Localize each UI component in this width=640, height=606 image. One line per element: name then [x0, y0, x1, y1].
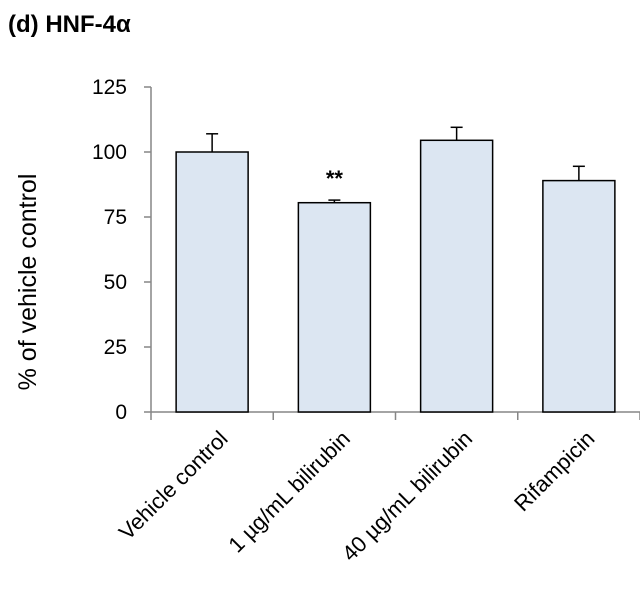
bar	[419, 139, 494, 413]
x-tick-label: Vehicle control	[114, 426, 233, 545]
x-tick-label: Rifampicin	[509, 426, 599, 516]
y-tick-label: 25	[104, 336, 127, 359]
chart-title: (d) HNF-4α	[8, 11, 131, 38]
x-tick-label: 1 µg/mL bilirubin	[223, 426, 355, 558]
y-tick-label: 50	[104, 271, 127, 294]
significance-label: **	[326, 166, 344, 191]
y-axis-title: % of vehicle control	[14, 174, 42, 391]
y-tick-label: 0	[115, 401, 127, 424]
x-tick-label: 40 µg/mL bilirubin	[337, 426, 477, 566]
y-tick-label: 100	[92, 141, 127, 164]
y-tick-label: 75	[104, 206, 127, 229]
y-tick-label: 125	[92, 76, 127, 99]
bar	[175, 151, 249, 413]
bar	[297, 201, 372, 413]
bar	[542, 179, 616, 413]
plot-area: 0 25 50 75 100 125 Vehicle control ** 1 µg/mL bi…	[92, 76, 640, 566]
